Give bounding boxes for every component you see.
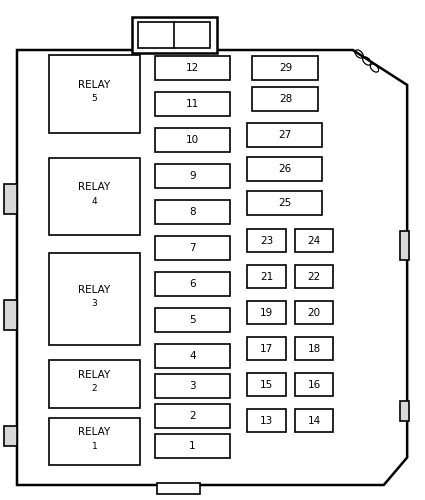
Text: RELAY: RELAY [79,182,110,192]
Bar [247,123,322,147]
Bar [138,22,210,48]
Text: RELAY: RELAY [79,370,110,380]
Text: 3: 3 [92,299,97,308]
Text: 5: 5 [189,315,196,325]
Text: 26: 26 [278,164,291,174]
Bar [252,56,318,80]
Bar [155,344,230,368]
Bar [4,184,17,214]
Bar [295,301,333,324]
Text: 18: 18 [307,344,321,353]
Text: 4: 4 [92,196,97,206]
Bar [247,229,286,252]
Bar [49,360,140,408]
Bar [155,164,230,188]
Text: 14: 14 [307,416,321,426]
Text: 2: 2 [189,411,196,421]
Bar [4,426,17,446]
Text: 9: 9 [189,171,196,181]
Bar [155,434,230,458]
Text: 13: 13 [260,416,273,426]
Text: 5: 5 [92,94,97,104]
Text: 25: 25 [278,198,291,208]
Polygon shape [17,50,407,485]
Text: 29: 29 [279,63,292,73]
Text: 4: 4 [189,351,196,361]
Bar [252,87,318,111]
Bar [155,128,230,152]
Bar [247,373,286,396]
Bar [49,158,140,235]
Text: 28: 28 [279,94,292,104]
Text: 3: 3 [189,381,196,391]
Text: 19: 19 [260,308,273,318]
Text: 12: 12 [186,63,199,73]
Text: 10: 10 [186,135,199,145]
Bar [295,373,333,396]
Bar [295,337,333,360]
Text: RELAY: RELAY [79,285,110,294]
Text: 22: 22 [307,272,321,281]
Bar [157,482,200,494]
Text: 24: 24 [307,236,321,246]
Bar [155,92,230,116]
Bar [295,409,333,432]
Bar [155,56,230,80]
Text: 17: 17 [260,344,273,353]
Bar [400,231,409,260]
Bar [155,374,230,398]
Text: 1: 1 [189,441,196,451]
Bar [49,55,140,132]
Text: 8: 8 [189,207,196,217]
Text: 7: 7 [189,243,196,253]
Bar [49,418,140,465]
Bar [400,401,409,421]
Bar [247,301,286,324]
Bar [247,265,286,288]
Text: 15: 15 [260,380,273,390]
Bar [295,229,333,252]
Bar [155,200,230,224]
Text: 11: 11 [186,99,199,109]
Text: 20: 20 [308,308,320,318]
Bar [155,404,230,428]
Bar [155,308,230,332]
Text: 16: 16 [307,380,321,390]
Text: 27: 27 [278,130,291,140]
Text: 21: 21 [260,272,273,281]
Bar [247,337,286,360]
Text: 23: 23 [260,236,273,246]
Text: RELAY: RELAY [79,427,110,437]
Bar [132,16,217,52]
Bar [247,157,322,181]
Bar [295,265,333,288]
Text: RELAY: RELAY [79,80,110,90]
Text: 1: 1 [92,442,97,451]
Bar [247,409,286,432]
Bar [247,191,322,215]
Bar [155,236,230,260]
Bar [49,252,140,345]
Text: 6: 6 [189,279,196,289]
Bar [4,300,17,330]
Bar [155,272,230,296]
Text: 2: 2 [92,384,97,393]
